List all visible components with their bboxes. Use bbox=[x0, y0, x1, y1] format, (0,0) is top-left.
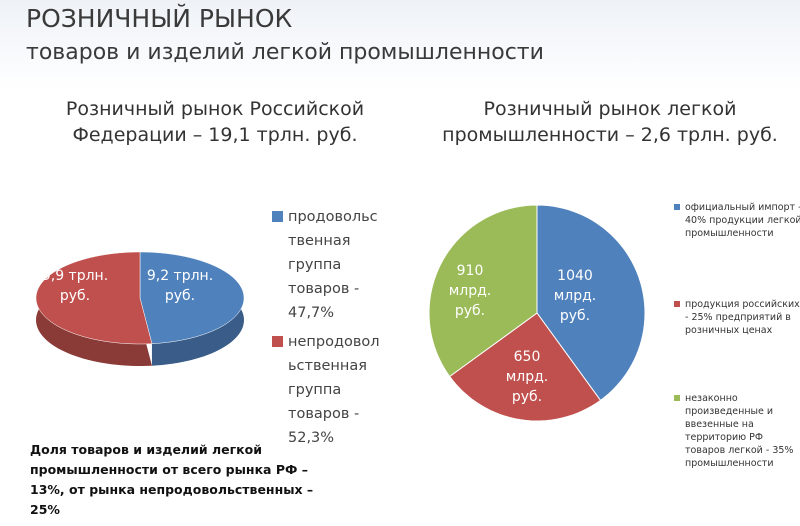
pie-slice bbox=[139, 251, 245, 344]
legend-swatch bbox=[272, 211, 283, 222]
pie-slice bbox=[428, 204, 538, 378]
pie-slice bbox=[448, 312, 602, 422]
chart-title: Розничный рынок легкой промышленности – … bbox=[442, 98, 778, 146]
pie-slice bbox=[536, 204, 646, 402]
slice-label: 650 млрд. руб. bbox=[505, 349, 549, 405]
legend-label: продукция российских - 25% предприятий в… bbox=[685, 299, 800, 336]
legend-swatch bbox=[674, 204, 680, 210]
legend-label: продовольственная группа товаров - 47,7% bbox=[288, 209, 378, 321]
legend-swatch bbox=[674, 301, 680, 307]
slide-subtitle: товаров и изделий легкой промышленности bbox=[26, 40, 544, 65]
legend-swatch bbox=[272, 336, 283, 347]
pie-slice bbox=[35, 251, 153, 345]
legend-label: непродовольственная группа товаров - 52,… bbox=[288, 334, 380, 446]
legend-label: незаконно произведенные и ввезенные на т… bbox=[685, 393, 794, 469]
slice-label: 1040 млрд. руб. bbox=[553, 268, 597, 324]
legend-swatch bbox=[674, 395, 680, 401]
chart-title: Розничный рынок Российской Федерации – 1… bbox=[65, 98, 365, 146]
slice-label: 9,2 трлн. руб. bbox=[146, 268, 214, 304]
legend-label: официальный импорт - 40% продукции легко… bbox=[685, 202, 800, 239]
slice-label: 910 млрд. руб. bbox=[448, 263, 492, 319]
slice-label: 9,9 трлн. руб. bbox=[41, 268, 109, 304]
note: Доля товаров и изделий легкой промышленн… bbox=[30, 442, 314, 517]
slide-title: РОЗНИЧНЫЙ РЫНОК bbox=[26, 4, 293, 33]
